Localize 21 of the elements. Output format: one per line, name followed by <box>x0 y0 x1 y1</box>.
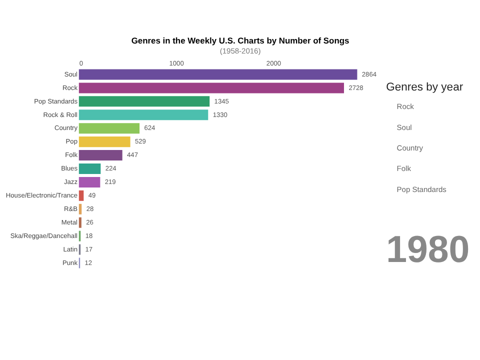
chart-title: Genres in the Weekly U.S. Charts by Number of Songs <box>131 35 350 46</box>
bar <box>78 190 84 201</box>
text: Pop Standards <box>396 184 447 194</box>
text: Soul <box>396 122 412 132</box>
text: 1980 <box>386 228 470 270</box>
bar <box>78 123 140 134</box>
chart-subtitle: (1958-2016) <box>220 46 262 56</box>
bar <box>78 204 82 214</box>
bar <box>78 110 208 120</box>
bar <box>78 163 101 174</box>
bar <box>78 96 210 107</box>
text: Rock <box>396 102 414 112</box>
text: Genres by year <box>386 81 464 94</box>
bar <box>78 217 82 228</box>
text: Country <box>396 143 424 152</box>
bar <box>78 176 100 188</box>
bar <box>78 136 130 148</box>
text: Folk <box>396 164 412 174</box>
bar <box>78 69 358 80</box>
bar <box>78 82 344 94</box>
bar <box>78 150 122 161</box>
